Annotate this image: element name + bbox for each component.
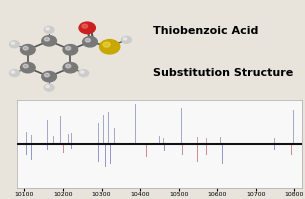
Circle shape <box>20 62 35 73</box>
Circle shape <box>20 45 35 55</box>
Circle shape <box>44 84 54 91</box>
Circle shape <box>82 24 88 28</box>
Circle shape <box>9 70 20 77</box>
Circle shape <box>46 85 49 88</box>
Circle shape <box>103 42 110 47</box>
Circle shape <box>83 37 97 47</box>
Circle shape <box>123 38 127 40</box>
Circle shape <box>99 40 120 54</box>
Circle shape <box>79 70 89 77</box>
Circle shape <box>23 64 28 68</box>
Circle shape <box>44 26 54 33</box>
Circle shape <box>11 71 15 73</box>
Circle shape <box>79 22 95 34</box>
Circle shape <box>85 38 90 42</box>
Text: Thiobenzoic Acid: Thiobenzoic Acid <box>153 26 258 36</box>
Circle shape <box>42 71 56 82</box>
Circle shape <box>66 64 71 68</box>
Circle shape <box>44 73 49 77</box>
Circle shape <box>63 62 78 73</box>
Circle shape <box>42 36 56 46</box>
Circle shape <box>81 71 84 73</box>
Text: Substitution Structure: Substitution Structure <box>153 68 293 78</box>
Circle shape <box>122 36 131 43</box>
Circle shape <box>66 46 71 50</box>
Circle shape <box>63 45 78 55</box>
Circle shape <box>46 28 49 30</box>
Circle shape <box>9 41 20 48</box>
Circle shape <box>44 37 49 41</box>
Circle shape <box>11 42 15 44</box>
Circle shape <box>23 46 28 50</box>
